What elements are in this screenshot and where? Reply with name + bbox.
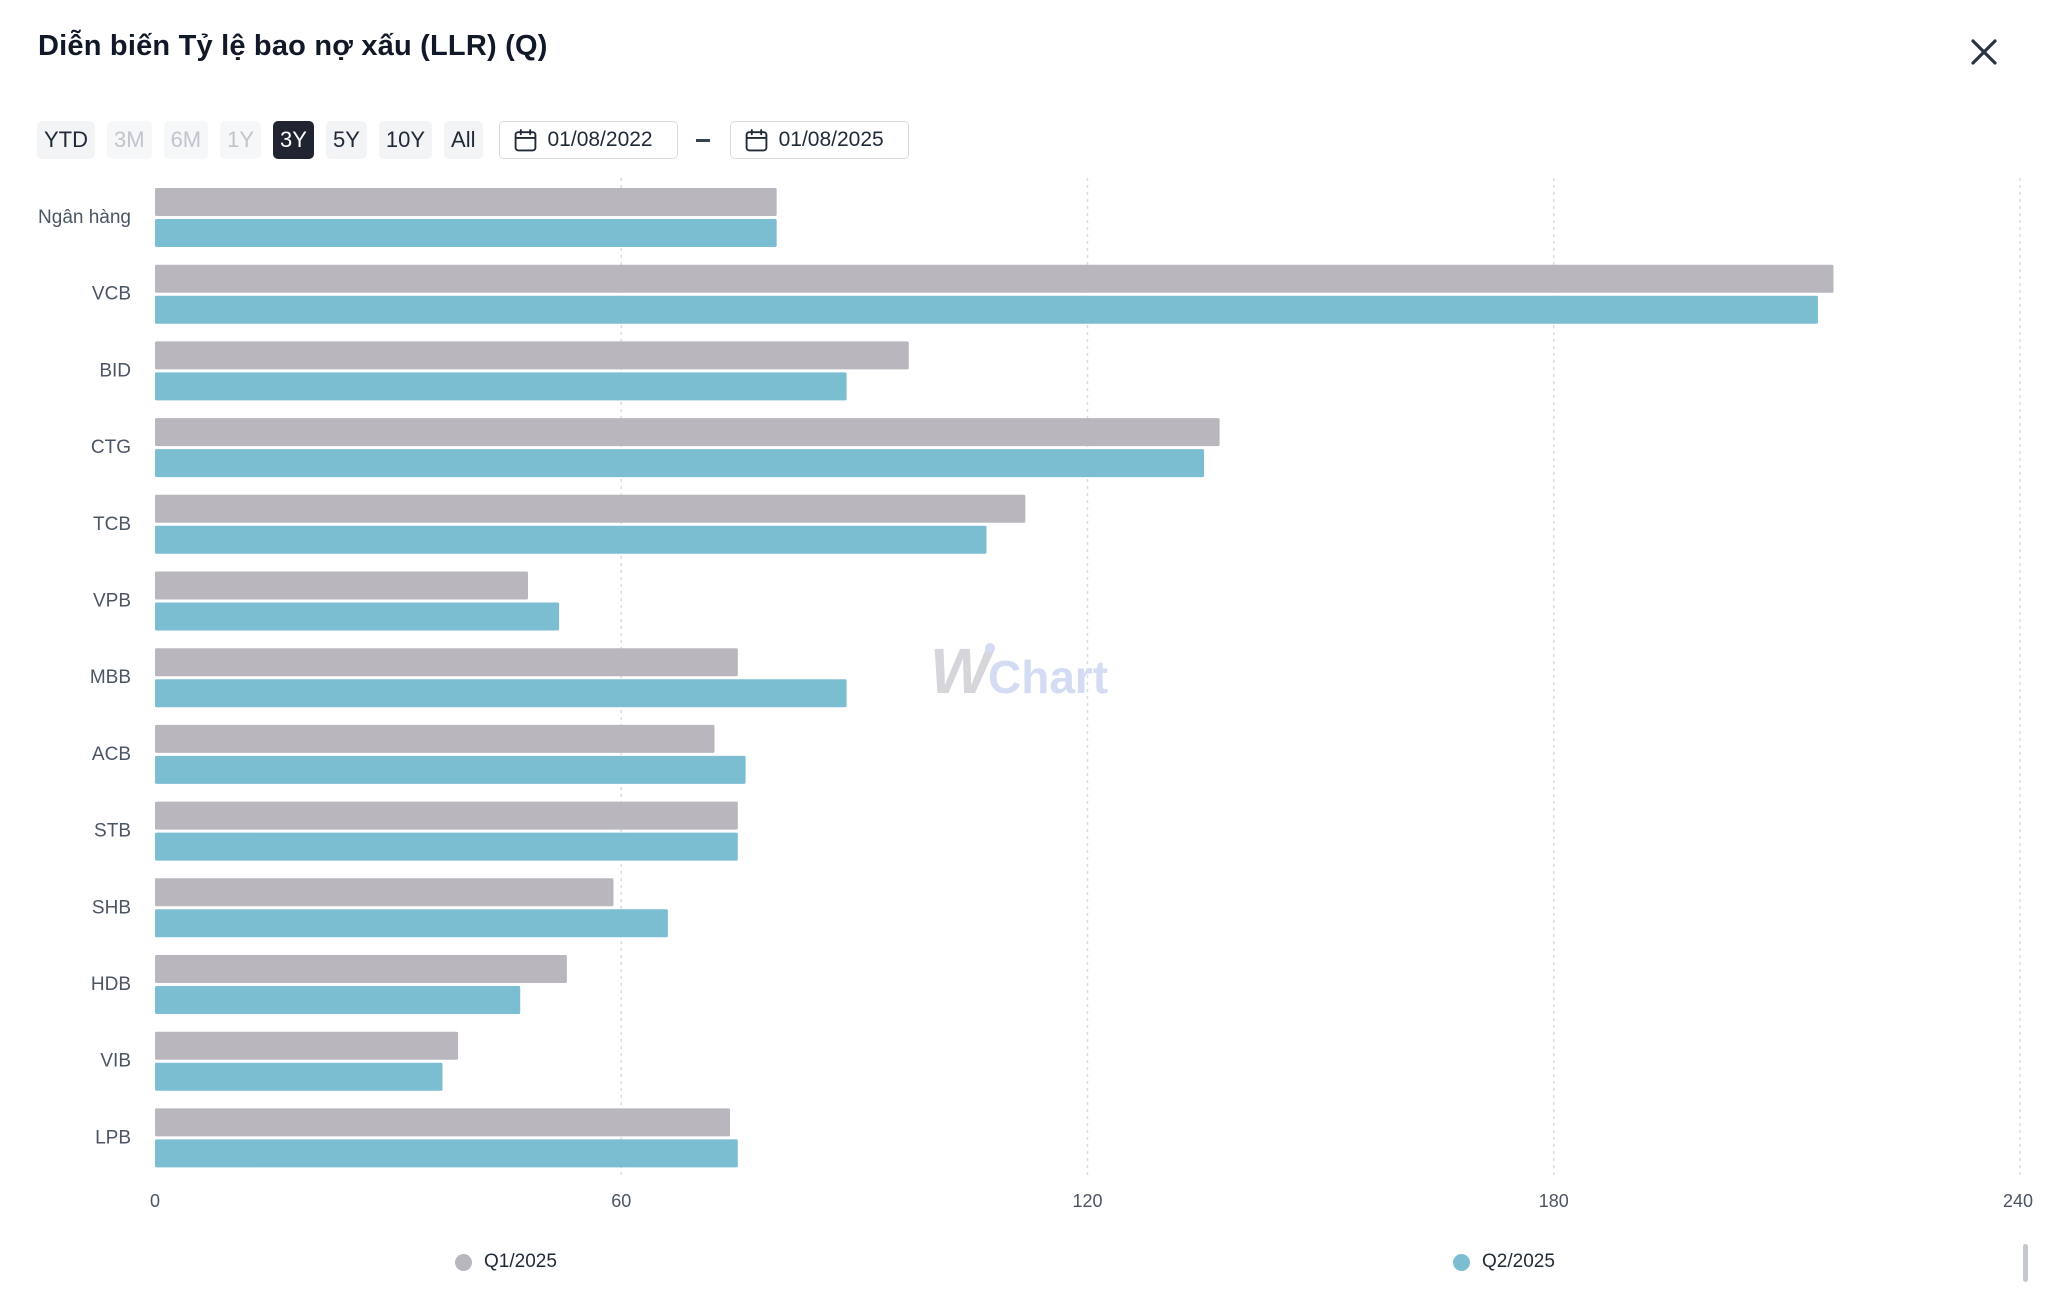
bar-q1-vcb	[155, 264, 1834, 293]
range-3m-button[interactable]: 3M	[107, 121, 152, 159]
bar-q2-tcb	[155, 525, 987, 554]
bar-q1-ngân-hàng	[155, 188, 777, 216]
date-to-picker[interactable]: 01/08/2025	[729, 121, 909, 159]
x-tick-label: 180	[1539, 1191, 1569, 1211]
calendar-icon	[514, 128, 536, 151]
range-6m-button[interactable]: 6M	[163, 121, 209, 159]
bar-q1-vpb	[155, 571, 528, 600]
legend-dot-q2	[1453, 1253, 1470, 1271]
range-ytd-button[interactable]: YTD	[37, 121, 95, 159]
category-label: CTG	[91, 437, 131, 458]
bar-q2-mbb	[155, 679, 847, 708]
category-label: LPB	[95, 1127, 131, 1148]
range-10y-button[interactable]: 10Y	[378, 121, 433, 159]
category-label: BID	[99, 360, 131, 381]
date-from-value: 01/08/2022	[547, 128, 653, 151]
bar-q2-ctg	[155, 449, 1205, 478]
range-all-button[interactable]: All	[444, 121, 483, 159]
category-label: HDB	[91, 974, 131, 995]
legend-item-q2[interactable]: Q2/2025	[1453, 1251, 1555, 1273]
x-tick-label: 60	[611, 1191, 631, 1211]
bar-q1-tcb	[155, 494, 1026, 523]
category-label: VPB	[93, 591, 131, 612]
range-5y-button[interactable]: 5Y	[325, 121, 367, 159]
legend-item-q1[interactable]: Q1/2025	[455, 1251, 557, 1273]
x-tick-label: 240	[2003, 1191, 2033, 1211]
category-label: STB	[94, 821, 131, 842]
bar-q2-hdb	[155, 986, 521, 1014]
bar-q2-acb	[155, 755, 746, 784]
bar-q2-shb	[155, 909, 668, 938]
bar-q1-bid	[155, 341, 909, 370]
modal-title: Diễn biến Tỷ lệ bao nợ xấu (LLR) (Q)	[38, 30, 548, 62]
x-tick-label: 120	[1072, 1191, 1102, 1211]
legend-label-q2: Q2/2025	[1482, 1251, 1555, 1272]
watermark-dot	[985, 643, 995, 653]
category-label: VIB	[100, 1051, 131, 1072]
scrollbar-handle[interactable]	[2023, 1244, 2028, 1282]
legend-dot-q1	[455, 1253, 472, 1271]
bar-q2-vcb	[155, 295, 1818, 324]
category-label: MBB	[90, 667, 131, 688]
bar-q2-bid	[155, 372, 847, 401]
category-label: VCB	[92, 284, 131, 305]
bar-q1-vib	[155, 1031, 459, 1060]
range-3y-button[interactable]: 3Y	[273, 121, 314, 159]
toolbar: YTD 3M 6M 1Y 3Y 5Y 10Y All 01/08/2022 0	[37, 121, 909, 159]
watermark-chart: Chart	[988, 651, 1108, 703]
bar-q1-lpb	[155, 1108, 731, 1137]
bar-q1-shb	[155, 878, 614, 907]
legend-label-q1: Q1/2025	[484, 1251, 557, 1272]
category-label: Ngân hàng	[38, 207, 131, 228]
category-label: TCB	[93, 514, 131, 535]
bar-q1-hdb	[155, 955, 567, 983]
category-label: ACB	[92, 744, 131, 765]
bar-q2-vib	[155, 1062, 443, 1091]
range-1y-button[interactable]: 1Y	[220, 121, 262, 159]
bar-q2-stb	[155, 832, 738, 861]
bar-q1-ctg	[155, 418, 1220, 447]
close-icon[interactable]	[1966, 34, 2002, 70]
date-to-value: 01/08/2025	[778, 128, 884, 151]
bar-q2-vpb	[155, 602, 560, 631]
bar-q2-lpb	[155, 1139, 738, 1168]
date-from-picker[interactable]: 01/08/2022	[498, 121, 678, 159]
bar-q2-ngân-hàng	[155, 219, 777, 247]
bar-q1-acb	[155, 724, 715, 753]
date-range-separator	[695, 138, 710, 142]
category-label: SHB	[92, 897, 131, 918]
bar-q1-stb	[155, 801, 738, 830]
x-tick-label: 0	[150, 1191, 160, 1211]
watermark-w: W	[930, 635, 995, 707]
bar-q1-mbb	[155, 648, 738, 677]
calendar-icon	[745, 128, 767, 151]
